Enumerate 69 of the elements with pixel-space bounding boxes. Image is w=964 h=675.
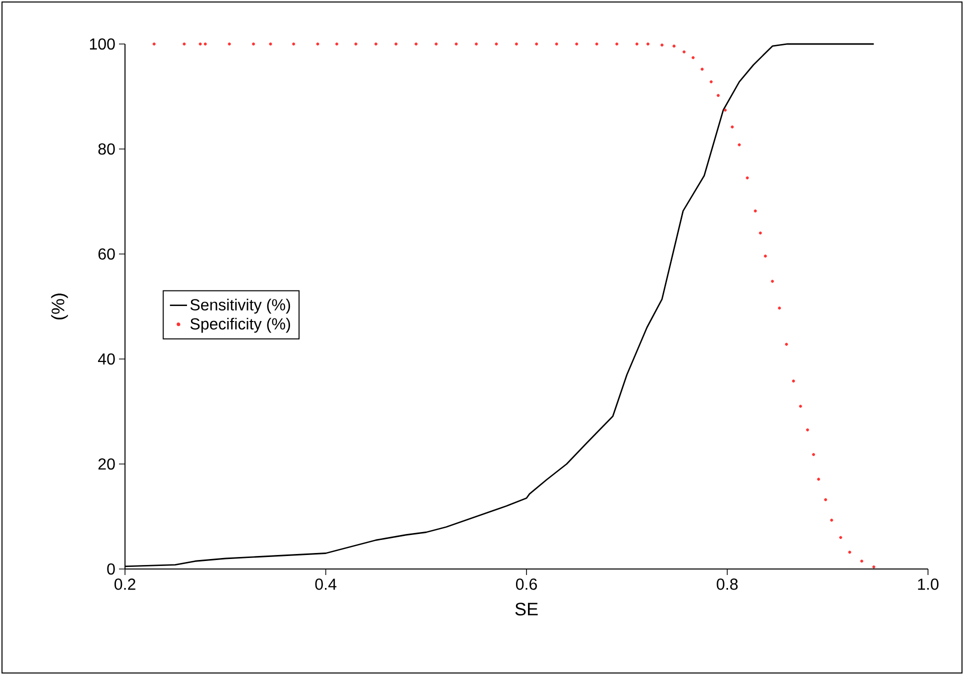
- point: [860, 560, 864, 563]
- point: [848, 550, 852, 554]
- point: [682, 50, 686, 54]
- x-tick-label: 0.8: [716, 578, 738, 590]
- point: [784, 342, 788, 346]
- point: [316, 42, 320, 46]
- point: [269, 42, 272, 46]
- point: [754, 209, 757, 212]
- y-tick-label: 100: [90, 38, 115, 50]
- point: [414, 42, 418, 46]
- point: [839, 536, 842, 539]
- point: [799, 404, 802, 408]
- point: [198, 42, 202, 46]
- point: [817, 478, 820, 481]
- point: [764, 254, 767, 258]
- legend-label: Specificity (%): [190, 318, 290, 333]
- point: [394, 42, 398, 46]
- point: [646, 42, 650, 46]
- point: [635, 42, 638, 46]
- point: [792, 380, 795, 383]
- x-tick-label: 0.4: [315, 578, 336, 590]
- point: [812, 453, 816, 456]
- point: [535, 42, 538, 46]
- point: [292, 42, 296, 46]
- point: [354, 42, 358, 46]
- y-axis-title: (%): [51, 294, 68, 320]
- point: [494, 42, 498, 46]
- point: [692, 56, 695, 60]
- point: [660, 44, 664, 47]
- y-tick-label: 20: [98, 458, 115, 470]
- point: [724, 108, 727, 112]
- y-tick-label: 40: [98, 353, 115, 365]
- point: [770, 280, 774, 283]
- legend-label: Sensitivity (%): [190, 298, 290, 314]
- point: [746, 176, 749, 180]
- point: [514, 42, 518, 46]
- point: [738, 143, 741, 146]
- point: [228, 42, 231, 46]
- point: [204, 42, 207, 46]
- point: [182, 42, 186, 46]
- point: [575, 42, 578, 46]
- x-tick-label: 1.0: [918, 578, 938, 590]
- point: [758, 231, 762, 234]
- point: [474, 42, 478, 46]
- point: [434, 42, 438, 46]
- point: [700, 68, 704, 71]
- point: [335, 42, 338, 46]
- x-axis-title: SE: [515, 602, 538, 616]
- point: [830, 518, 834, 522]
- y-tick-label: 60: [98, 248, 115, 260]
- point: [615, 42, 618, 46]
- point: [672, 44, 676, 48]
- x-tick-label: 0.2: [114, 578, 136, 590]
- point: [710, 80, 713, 84]
- y-tick-label: 80: [98, 143, 115, 155]
- point: [716, 94, 720, 97]
- point: [824, 498, 828, 502]
- y-tick-label: 0: [107, 563, 115, 575]
- point: [730, 125, 734, 128]
- x-tick-label: 0.6: [516, 578, 537, 590]
- point: [374, 42, 378, 46]
- point: [555, 42, 558, 46]
- point: [252, 42, 255, 46]
- point: [872, 565, 876, 568]
- point: [595, 42, 598, 46]
- point: [454, 42, 458, 46]
- point: [778, 306, 781, 310]
- point: [152, 42, 156, 46]
- point: [806, 428, 810, 432]
